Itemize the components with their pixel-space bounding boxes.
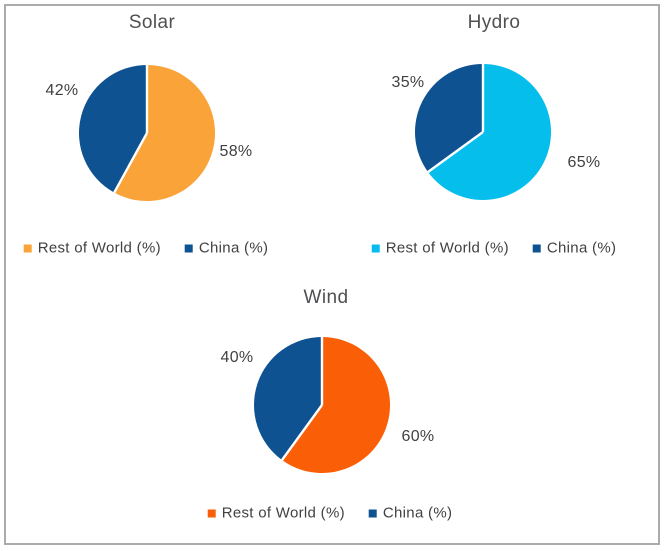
chart-title-hydro: Hydro (467, 12, 521, 33)
legend-label-china: China (%) (382, 504, 453, 522)
pie-slice (282, 337, 391, 473)
data-label-wind-china: 40% (220, 349, 254, 366)
slice-separator (427, 131, 484, 173)
data-label-wind-rest-of-world: 60% (401, 428, 435, 445)
legend-label-rest-of-world: Rest of World (%) (385, 239, 509, 257)
legend-swatch-rest-of-world (371, 244, 380, 252)
pie-chart-solar (78, 65, 215, 201)
legend-item-china: China (%) (368, 504, 453, 522)
pie-slice (254, 337, 322, 461)
legend-swatch-rest-of-world (23, 244, 32, 252)
legend-item-china: China (%) (532, 239, 617, 257)
legend-item-rest-of-world: Rest of World (%) (23, 239, 161, 257)
data-label-hydro-china: 35% (391, 74, 425, 91)
data-label-solar-china: 42% (45, 82, 79, 99)
legend-item-rest-of-world: Rest of World (%) (371, 239, 509, 257)
chart-title-solar: Solar (128, 12, 176, 33)
pie-chart-wind (254, 337, 391, 473)
legend-hydro: Rest of World (%) China (%) (371, 239, 617, 257)
legend-label-rest-of-world: Rest of World (%) (221, 504, 345, 522)
slice-separator (113, 132, 149, 194)
pie-slice (415, 64, 483, 172)
legend-solar: Rest of World (%) China (%) (23, 239, 269, 257)
legend-item-china: China (%) (184, 239, 269, 257)
slice-separator (281, 404, 323, 461)
legend-swatch-china (368, 509, 377, 517)
legend-item-rest-of-world: Rest of World (%) (207, 504, 345, 522)
data-label-solar-rest-of-world: 58% (219, 143, 253, 160)
chart-title-wind: Wind (303, 287, 349, 308)
legend-swatch-china (532, 244, 541, 252)
legend-label-rest-of-world: Rest of World (%) (37, 239, 161, 257)
legend-swatch-china (184, 244, 193, 252)
legend-label-china: China (%) (546, 239, 617, 257)
legend-wind: Rest of World (%) China (%) (207, 504, 453, 522)
pie-chart-hydro (415, 64, 552, 200)
legend-swatch-rest-of-world (207, 509, 216, 517)
data-label-hydro-rest-of-world: 65% (567, 154, 601, 171)
pie-slice (78, 65, 147, 193)
pie-slice (114, 65, 215, 201)
pie-slice (427, 64, 552, 200)
legend-label-china: China (%) (198, 239, 269, 257)
